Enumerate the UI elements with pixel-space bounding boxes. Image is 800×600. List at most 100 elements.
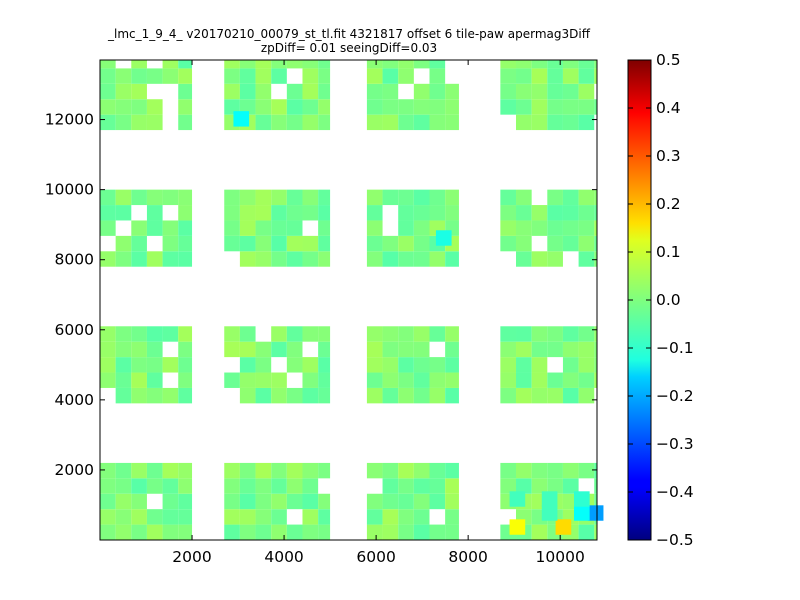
heatmap-cell (100, 83, 116, 100)
heatmap-cell (594, 189, 597, 206)
heatmap-cell (302, 99, 319, 115)
heatmap-cell (318, 114, 331, 131)
heatmap-cell (100, 189, 116, 206)
heatmap-cell (100, 99, 116, 115)
heatmap-cell (162, 462, 179, 479)
heatmap-cell (162, 326, 179, 342)
heatmap-cell (445, 357, 459, 373)
heatmap-cell (382, 60, 399, 69)
heatmap-cell (429, 372, 446, 388)
heatmap-cell (562, 189, 579, 206)
heatmap-cell (366, 99, 383, 115)
heatmap-cell (255, 68, 272, 84)
y-tick-label: 8000 (55, 251, 94, 269)
heatmap-cell (100, 357, 116, 373)
heatmap-cell (115, 357, 132, 373)
heatmap-cell (239, 478, 256, 494)
colorbar-tick-label: −0.2 (656, 387, 694, 405)
heatmap-cell (547, 235, 563, 252)
heatmap-cell (366, 60, 383, 69)
heatmap-cell (286, 235, 303, 252)
heatmap-cell (239, 357, 256, 373)
heatmap-cell (547, 220, 563, 236)
heatmap-cell (162, 220, 179, 236)
heatmap-cell (516, 462, 532, 479)
colorbar-tick-label: 0.4 (656, 99, 681, 117)
heatmap-cell (302, 60, 319, 69)
heatmap-cell-highlight (509, 519, 526, 535)
heatmap-cell (413, 220, 430, 236)
heatmap-cell (178, 60, 193, 69)
heatmap-cell (531, 220, 548, 236)
heatmap-cell (255, 387, 272, 404)
x-tick-label: 8000 (448, 548, 487, 566)
heatmap-cell (578, 462, 595, 479)
heatmap-cell (547, 189, 563, 206)
heatmap-cell (286, 220, 303, 236)
heatmap-cell (100, 524, 116, 540)
heatmap-cell (429, 205, 446, 221)
heatmap-cell (516, 68, 532, 84)
heatmap-cell (366, 235, 383, 252)
heatmap-cell (178, 68, 193, 84)
heatmap-cell (366, 341, 383, 358)
heatmap-cell (302, 478, 319, 494)
heatmap-cell (224, 220, 240, 236)
heatmap-cell (547, 99, 563, 115)
heatmap-cell (516, 372, 532, 388)
heatmap-cell (100, 462, 116, 479)
heatmap-cell (224, 462, 240, 479)
heatmap-cell (115, 372, 132, 388)
heatmap-cell (531, 462, 548, 479)
heatmap-cell (445, 478, 459, 494)
heatmap-cell (445, 251, 459, 267)
heatmap-cell (562, 235, 579, 252)
heatmap-cell (413, 387, 430, 404)
heatmap-cell (578, 326, 595, 342)
heatmap-cell (366, 326, 383, 342)
heatmap-cell (366, 493, 383, 510)
heatmap-cell (429, 60, 446, 69)
heatmap-cell (115, 509, 132, 525)
heatmap-cell (578, 251, 595, 267)
heatmap-cell (224, 478, 240, 494)
heatmap-cell (398, 99, 414, 115)
heatmap-cell (318, 189, 331, 206)
heatmap-cell (413, 462, 430, 479)
heatmap-cell (302, 372, 319, 388)
colorbar-tick-label: 0.3 (656, 147, 681, 165)
heatmap-cell (562, 83, 579, 100)
heatmap-cell (366, 83, 383, 100)
plot-area: 2000 4000 6000 8000 10000 2000 4000 6000 8000 10… (45, 59, 604, 566)
heatmap-cell (516, 83, 532, 100)
heatmap-cell (255, 462, 272, 479)
heatmap-cell (398, 114, 414, 131)
heatmap-cell (255, 205, 272, 221)
y-tick-label: 10000 (45, 181, 94, 199)
heatmap-cell (516, 341, 532, 358)
heatmap-cell (239, 326, 256, 342)
heatmap-cell (115, 189, 132, 206)
heatmap-cell (547, 60, 563, 69)
heatmap-cell (429, 99, 446, 115)
heatmap-cell (271, 387, 287, 404)
y-tick-label: 6000 (55, 321, 94, 339)
heatmap-cell (516, 326, 532, 342)
heatmap-cell (366, 462, 383, 479)
heatmap-cell (531, 357, 548, 373)
heatmap-cell (429, 251, 446, 267)
heatmap-cell (594, 99, 597, 115)
heatmap-cell (224, 509, 240, 525)
heatmap-cell (286, 205, 303, 221)
heatmap-cell (239, 99, 256, 115)
heatmap-cell (578, 99, 595, 115)
heatmap-cell (413, 372, 430, 388)
heatmap-cell (239, 189, 256, 206)
heatmap-cell (398, 326, 414, 342)
heatmap-cell (115, 205, 132, 221)
heatmap-cell (239, 387, 256, 404)
heatmap-cell (239, 524, 256, 540)
heatmap-cell (100, 326, 116, 342)
heatmap-cell (271, 114, 287, 131)
heatmap-cell (398, 462, 414, 479)
